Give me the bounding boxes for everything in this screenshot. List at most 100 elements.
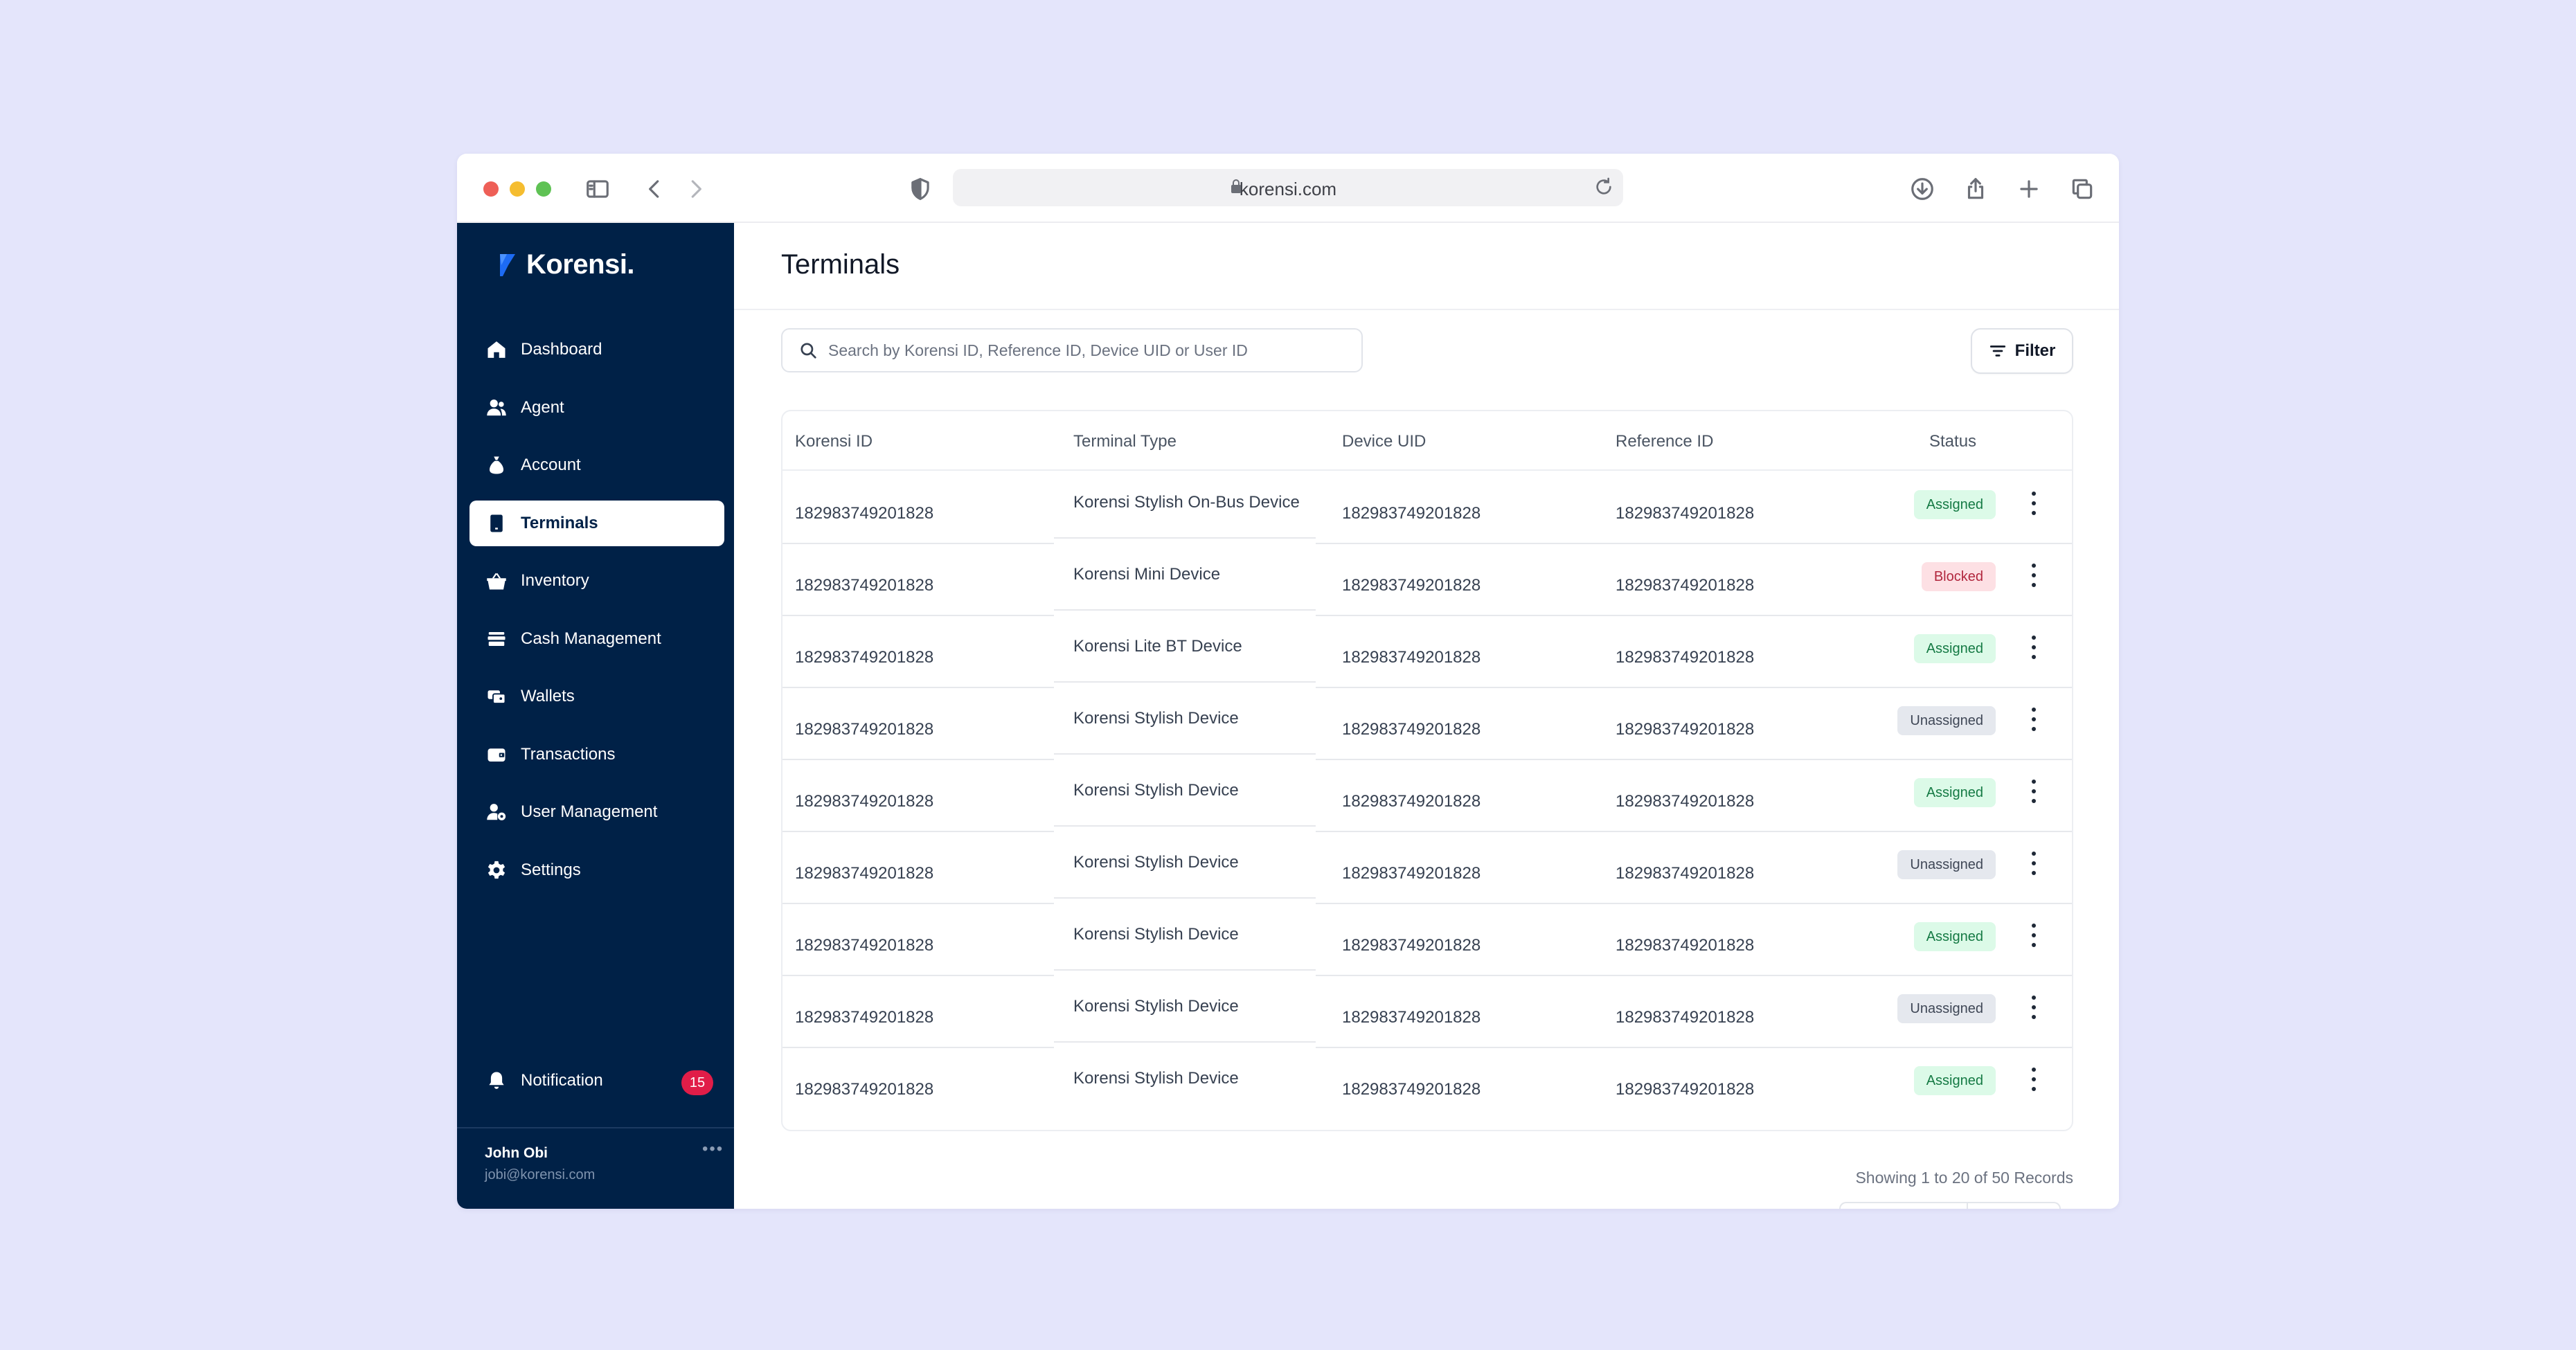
address-bar[interactable]: korensi.com bbox=[953, 169, 1623, 206]
device-icon bbox=[485, 512, 508, 535]
share-icon[interactable] bbox=[1961, 174, 1990, 204]
wallets-icon bbox=[485, 685, 508, 708]
sidebar-item-inventory[interactable]: Inventory bbox=[469, 558, 724, 604]
minimize-window-button[interactable] bbox=[510, 181, 525, 197]
cell-reference-id: 182983749201828 bbox=[1616, 1008, 1755, 1027]
cell-korensi-id: 182983749201828 bbox=[795, 936, 934, 955]
sidebar-item-settings[interactable]: Settings bbox=[469, 847, 724, 893]
row-actions-more-icon[interactable] bbox=[2029, 996, 2039, 1019]
brand-name: Korensi. bbox=[526, 249, 635, 280]
maximize-window-button[interactable] bbox=[536, 181, 551, 197]
cell-reference-id: 182983749201828 bbox=[1616, 720, 1755, 739]
sidebar-item-label: Account bbox=[521, 456, 581, 474]
search-input[interactable] bbox=[828, 341, 1354, 360]
row-actions-more-icon[interactable] bbox=[2029, 852, 2039, 875]
sidebar-item-label: User Management bbox=[521, 802, 658, 821]
users-icon bbox=[485, 396, 508, 420]
sidebar-item-label: Settings bbox=[521, 860, 581, 879]
privacy-shield-icon[interactable] bbox=[906, 174, 935, 204]
sidebar-item-dashboard[interactable]: Dashboard bbox=[469, 327, 724, 372]
filter-icon bbox=[1989, 345, 2005, 357]
row-actions-more-icon[interactable] bbox=[2029, 564, 2039, 587]
row-actions-more-icon[interactable] bbox=[2029, 1068, 2039, 1091]
table-row[interactable]: 182983749201828 Korensi Stylish Device 182… bbox=[782, 1048, 2072, 1120]
sidebar-item-transactions[interactable]: Transactions bbox=[469, 732, 724, 777]
sidebar-item-label: Transactions bbox=[521, 744, 616, 764]
cell-reference-id: 182983749201828 bbox=[1616, 1080, 1755, 1099]
row-divider bbox=[1316, 831, 2072, 832]
sidebar-item-account[interactable]: Account bbox=[469, 442, 724, 488]
sidebar-item-wallets[interactable]: Wallets bbox=[469, 674, 724, 719]
table-row[interactable]: 182983749201828 Korensi Stylish On-Bus De… bbox=[782, 472, 2072, 544]
sidebar-item-cash-management[interactable]: Cash Management bbox=[469, 616, 724, 662]
cell-terminal-type: Korensi Stylish Device bbox=[1073, 853, 1239, 872]
row-actions-more-icon[interactable] bbox=[2029, 636, 2039, 659]
row-divider bbox=[782, 1047, 1054, 1048]
column-header-status[interactable]: Status bbox=[1929, 432, 1977, 451]
row-divider bbox=[1054, 537, 1316, 539]
status-badge: Assigned bbox=[1913, 1066, 1996, 1095]
sidebar-nav: Dashboard Agent Account Terminals Invent… bbox=[469, 327, 724, 905]
url-text: korensi.com bbox=[1239, 179, 1337, 199]
status-badge: Assigned bbox=[1913, 922, 1996, 951]
cell-korensi-id: 182983749201828 bbox=[795, 864, 934, 883]
brand-logo[interactable]: Korensi. bbox=[499, 249, 635, 280]
search-box[interactable] bbox=[781, 328, 1363, 372]
column-header-terminal-type[interactable]: Terminal Type bbox=[1073, 432, 1177, 451]
column-header-korensi-id[interactable]: Korensi ID bbox=[795, 432, 873, 451]
reload-icon[interactable] bbox=[1593, 176, 1615, 198]
pagination-divider bbox=[1967, 1203, 1968, 1209]
back-icon[interactable] bbox=[640, 174, 669, 204]
sidebar-item-label: Wallets bbox=[521, 687, 575, 705]
cell-device-uid: 182983749201828 bbox=[1342, 576, 1481, 595]
cell-korensi-id: 182983749201828 bbox=[795, 648, 934, 667]
column-header-reference-id[interactable]: Reference ID bbox=[1616, 432, 1714, 451]
new-tab-icon[interactable] bbox=[2014, 174, 2043, 204]
cell-korensi-id: 182983749201828 bbox=[795, 1080, 934, 1099]
row-divider bbox=[1054, 609, 1316, 611]
row-divider bbox=[1054, 825, 1316, 827]
cell-reference-id: 182983749201828 bbox=[1616, 576, 1755, 595]
lock-icon bbox=[1231, 179, 1241, 193]
tabs-overview-icon[interactable] bbox=[2068, 174, 2097, 204]
table-row[interactable]: 182983749201828 Korensi Stylish Device 182… bbox=[782, 832, 2072, 904]
cell-reference-id: 182983749201828 bbox=[1616, 936, 1755, 955]
sidebar-item-user-management[interactable]: User Management bbox=[469, 789, 724, 835]
row-actions-more-icon[interactable] bbox=[2029, 492, 2039, 515]
cell-terminal-type: Korensi Stylish Device bbox=[1073, 1069, 1239, 1088]
row-actions-more-icon[interactable] bbox=[2029, 708, 2039, 731]
sidebar-item-notification[interactable]: Notification 15 bbox=[469, 1058, 724, 1104]
table-row[interactable]: 182983749201828 Korensi Lite BT Device 182… bbox=[782, 616, 2072, 688]
filter-button[interactable]: Filter bbox=[1971, 328, 2073, 374]
sidebar-item-terminals[interactable]: Terminals bbox=[469, 500, 724, 546]
table-row[interactable]: 182983749201828 Korensi Stylish Device 182… bbox=[782, 688, 2072, 760]
table-row[interactable]: 182983749201828 Korensi Stylish Device 182… bbox=[782, 760, 2072, 832]
status-badge: Unassigned bbox=[1897, 994, 1996, 1023]
cell-korensi-id: 182983749201828 bbox=[795, 504, 934, 523]
sidebar-item-agent[interactable]: Agent bbox=[469, 385, 724, 431]
column-header-device-uid[interactable]: Device UID bbox=[1342, 432, 1426, 451]
sidebar-item-label: Agent bbox=[521, 397, 564, 417]
row-divider bbox=[1316, 615, 2072, 616]
gear-icon bbox=[485, 858, 508, 882]
sidebar-toggle-icon[interactable] bbox=[583, 174, 612, 204]
row-divider bbox=[1316, 759, 2072, 760]
table-row[interactable]: 182983749201828 Korensi Mini Device 182983… bbox=[782, 544, 2072, 616]
cell-terminal-type: Korensi Stylish On-Bus Device bbox=[1073, 493, 1300, 512]
forward-icon[interactable] bbox=[681, 174, 710, 204]
download-icon[interactable] bbox=[1908, 174, 1937, 204]
table-row[interactable]: 182983749201828 Korensi Stylish Device 182… bbox=[782, 976, 2072, 1048]
user-menu-more-icon[interactable]: ••• bbox=[702, 1140, 724, 1158]
pagination[interactable] bbox=[1839, 1202, 2061, 1209]
table-row[interactable]: 182983749201828 Korensi Stylish Device 182… bbox=[782, 904, 2072, 976]
status-badge: Assigned bbox=[1913, 490, 1996, 519]
row-actions-more-icon[interactable] bbox=[2029, 780, 2039, 803]
status-badge: Blocked bbox=[1921, 562, 1996, 591]
status-badge: Unassigned bbox=[1897, 850, 1996, 879]
notification-label: Notification bbox=[521, 1071, 603, 1090]
cell-terminal-type: Korensi Stylish Device bbox=[1073, 781, 1239, 800]
bell-icon bbox=[485, 1069, 508, 1092]
search-icon bbox=[800, 343, 816, 359]
close-window-button[interactable] bbox=[483, 181, 499, 197]
row-actions-more-icon[interactable] bbox=[2029, 924, 2039, 947]
